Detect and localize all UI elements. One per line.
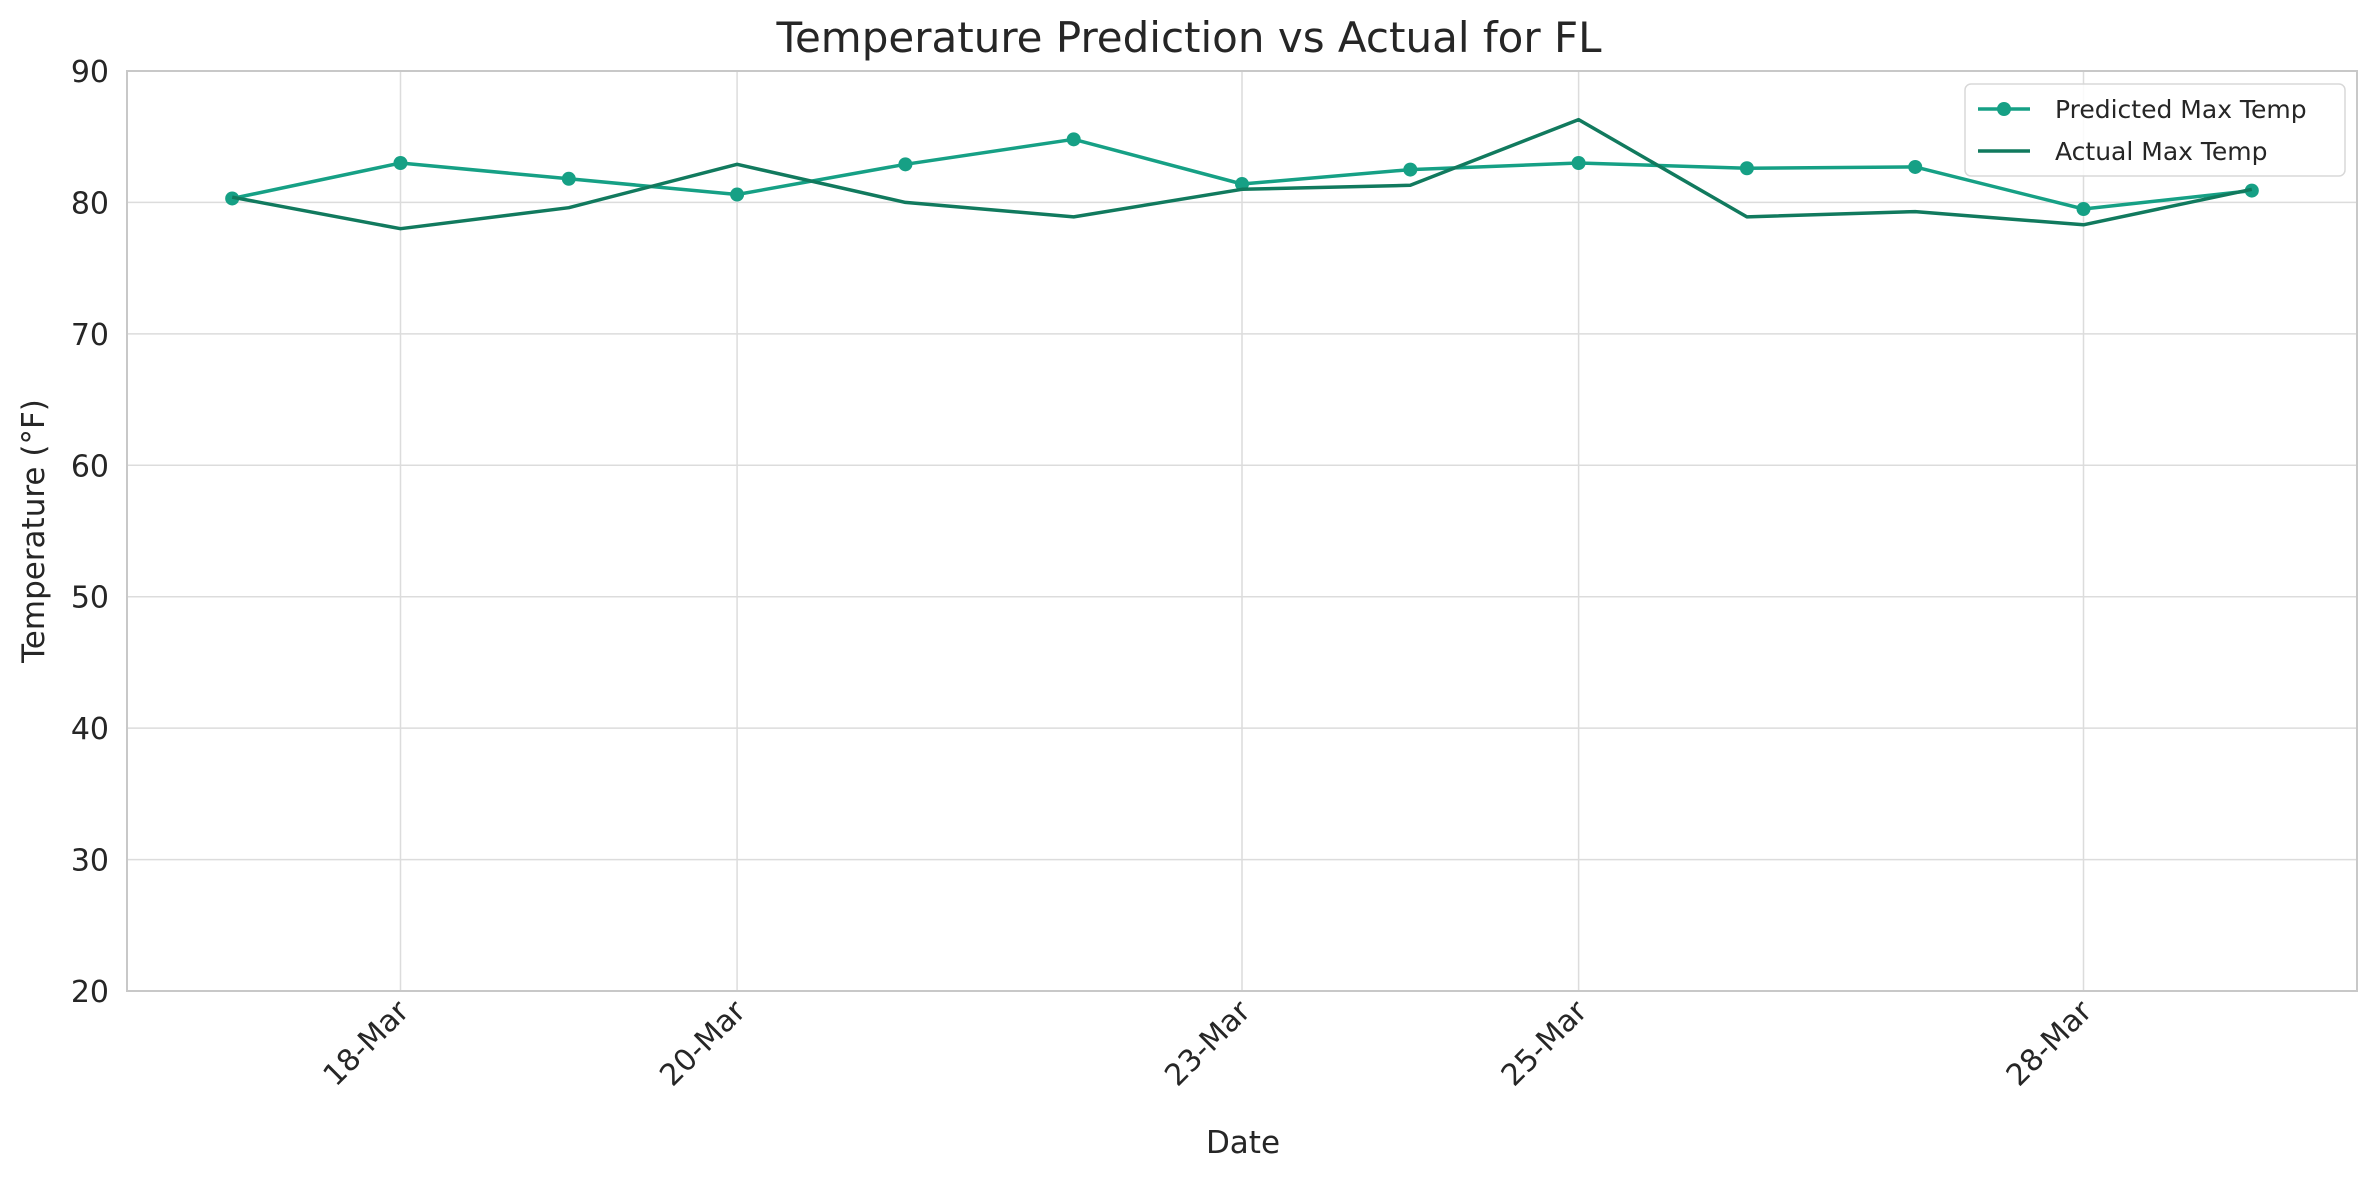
x-axis-label: Date [1206, 1125, 1280, 1161]
y-tick-label: 20 [71, 975, 109, 1010]
predicted-max-temp-point [730, 187, 745, 202]
actual-max-temp-line [231, 117, 2253, 231]
grid-lines [127, 70, 2357, 992]
y-tick-label: 50 [71, 581, 109, 616]
predicted-max-temp-point [898, 157, 913, 172]
x-tick-label: 23-Mar [1158, 993, 1258, 1093]
x-axis-ticks: 18-Mar 20-Mar 23-Mar 25-Mar 28-Mar [317, 993, 2100, 1093]
predicted-max-temp-point [2076, 202, 2091, 216]
predicted-max-temp-point [561, 171, 576, 186]
y-tick-label: 90 [71, 55, 109, 90]
y-tick-label: 80 [71, 186, 109, 221]
legend-box [1964, 83, 2346, 177]
legend-label-actual: Actual Max Temp [2055, 137, 2268, 166]
x-tick-label: 28-Mar [2000, 993, 2100, 1093]
y-axis-label: Temperature (°F) [16, 399, 52, 664]
predicted-max-temp-point [1571, 156, 1586, 170]
x-tick-label: 18-Mar [317, 993, 417, 1093]
predicted-max-temp-point [393, 156, 408, 170]
predicted-max-temp-point [1066, 132, 1081, 147]
predicted-max-temp-point [1908, 159, 1923, 174]
legend: Predicted Max Temp Actual Max Temp [1964, 83, 2346, 177]
x-tick-label: 25-Mar [1495, 993, 1595, 1093]
predicted-max-temp-point [1739, 161, 1754, 176]
chart-title: Temperature Prediction vs Actual for FL [775, 13, 1602, 62]
x-tick-label: 20-Mar [653, 993, 753, 1093]
legend-marker-predicted [1997, 102, 2011, 116]
y-axis-ticks: 20 30 40 50 60 70 80 90 [71, 55, 109, 1010]
legend-label-predicted: Predicted Max Temp [2055, 95, 2307, 124]
y-tick-label: 70 [71, 318, 109, 353]
plot-frame [126, 70, 2358, 992]
series-layer [225, 117, 2259, 231]
y-tick-label: 40 [71, 712, 109, 747]
predicted-max-temp-point [1403, 162, 1418, 177]
y-tick-label: 30 [71, 844, 109, 879]
y-tick-label: 60 [71, 449, 109, 484]
